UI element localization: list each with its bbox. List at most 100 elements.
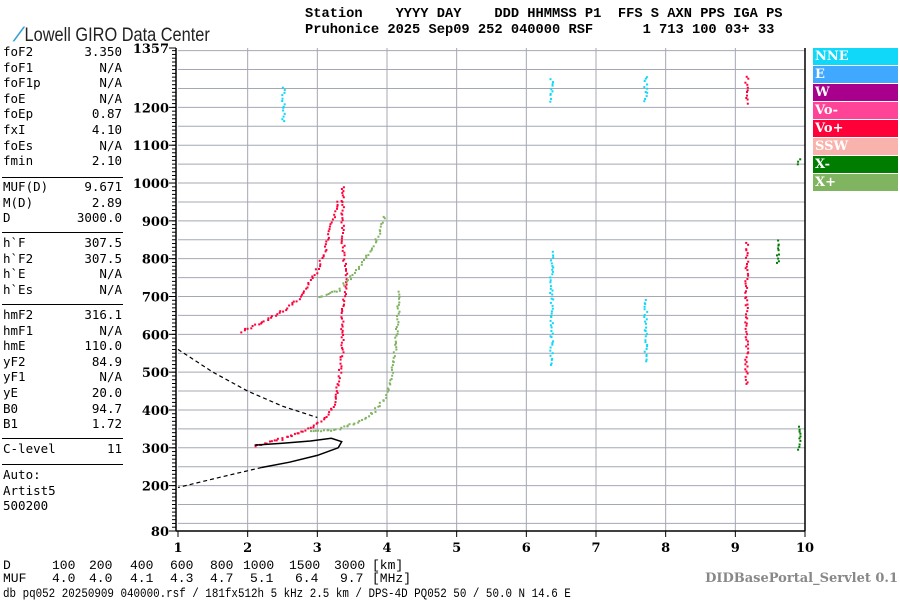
echo-mark-voplus xyxy=(745,356,748,359)
echo-mark-nne xyxy=(550,330,553,332)
param-value: N/A xyxy=(99,266,122,282)
echo-mark-xplus xyxy=(338,287,341,290)
echo-mark-voplus xyxy=(744,363,747,366)
legend-item-ssw: SSW xyxy=(813,138,898,155)
echo-mark-nne xyxy=(549,324,552,327)
echo-mark-voplus xyxy=(313,274,316,277)
echo-mark-voplus xyxy=(318,268,320,270)
echo-mark-voplus xyxy=(343,254,346,257)
echo-mark-voplus xyxy=(746,278,749,280)
echo-mark-xplus xyxy=(327,429,330,432)
param-value: 11 xyxy=(106,441,122,456)
echo-mark-xminus xyxy=(777,239,780,242)
echo-mark-xminus xyxy=(797,448,800,451)
echo-mark-xplus xyxy=(392,360,394,363)
echo-mark-voplus xyxy=(307,282,310,284)
echo-mark-xplus xyxy=(389,379,392,382)
echo-mark-nne xyxy=(551,273,554,276)
echo-mark-xplus xyxy=(375,241,377,244)
echo-mark-voplus xyxy=(254,323,257,326)
y-tick-label: 1100 xyxy=(133,139,169,154)
param-label: foF1 xyxy=(3,59,34,75)
param-row-b1: B1 1.72 xyxy=(3,416,122,432)
echo-mark-nne xyxy=(551,293,554,296)
echo-mark-xplus xyxy=(318,296,321,299)
echo-mark-xplus xyxy=(346,424,349,427)
echo-mark-xplus xyxy=(348,423,351,426)
echo-mark-xminus xyxy=(799,435,802,438)
echo-mark-voplus xyxy=(339,358,342,361)
echo-mark-voplus xyxy=(342,339,345,341)
echo-mark-voplus xyxy=(336,392,339,394)
echo-mark-nne xyxy=(643,350,646,353)
echo-mark-voplus xyxy=(342,190,345,193)
echo-mark-voplus xyxy=(340,344,343,347)
param-label: foEp xyxy=(3,106,34,122)
echo-mark-nne xyxy=(551,84,554,87)
echo-mark-nne xyxy=(645,76,648,79)
echo-mark-voplus xyxy=(302,292,305,294)
echo-mark-xplus xyxy=(391,364,394,367)
echo-mark-nne xyxy=(644,98,647,100)
echo-mark-voplus xyxy=(744,327,747,330)
echo-mark-voplus xyxy=(251,325,254,327)
param-value: N/A xyxy=(99,281,122,297)
echo-mark-voplus xyxy=(337,375,340,378)
echo-mark-voplus xyxy=(747,343,749,346)
y-tick-label: 600 xyxy=(142,328,169,343)
echo-mark-voplus xyxy=(335,390,338,393)
echo-mark-xplus xyxy=(367,254,370,257)
echo-mark-xplus xyxy=(386,387,389,390)
echo-mark-xplus xyxy=(312,430,315,433)
echo-mark-voplus xyxy=(747,243,750,246)
echo-mark-voplus xyxy=(744,375,747,378)
echo-mark-xplus xyxy=(377,235,380,238)
echo-mark-voplus xyxy=(291,301,294,304)
legend-item-xminus: X- xyxy=(813,156,898,173)
param-value: N/A xyxy=(99,322,122,338)
echo-mark-nne xyxy=(643,313,646,316)
param-row-hmf2: hmF2 316.1 xyxy=(3,307,122,323)
param-label: hmF1 xyxy=(3,322,34,338)
legend-item-nne: NNE xyxy=(813,48,898,65)
echo-mark-nne xyxy=(551,343,554,346)
echo-mark-voplus xyxy=(302,290,305,293)
echo-mark-voplus xyxy=(278,311,281,314)
echo-mark-voplus xyxy=(309,426,312,429)
logo-text: Lowell GIRO Data Center xyxy=(24,25,210,46)
echo-mark-voplus xyxy=(327,233,330,236)
echo-mark-voplus xyxy=(318,259,321,262)
echo-mark-xminus xyxy=(776,254,778,257)
echo-mark-voplus xyxy=(746,307,749,309)
echo-mark-nne xyxy=(645,326,648,329)
echo-mark-xplus xyxy=(346,279,349,282)
echo-mark-voplus xyxy=(340,188,343,190)
echo-mark-nne xyxy=(645,355,648,358)
param-row-ye: yE 20.0 xyxy=(3,385,122,401)
echo-mark-nne xyxy=(551,270,554,273)
muf-unit: [MHz] xyxy=(372,571,412,586)
echo-mark-voplus xyxy=(323,418,326,421)
echo-mark-voplus xyxy=(341,348,344,351)
echo-mark-nne xyxy=(643,308,646,311)
echo-mark-nne xyxy=(552,298,555,301)
echo-mark-xplus xyxy=(331,290,334,293)
echo-mark-xplus xyxy=(386,390,389,393)
echo-mark-voplus xyxy=(260,322,263,325)
echo-mark-voplus xyxy=(341,194,344,197)
echo-mark-voplus xyxy=(344,295,347,298)
echo-mark-voplus xyxy=(286,435,289,438)
param-label: D xyxy=(3,210,11,226)
echo-mark-voplus xyxy=(746,333,748,336)
muf-value: 6.4 xyxy=(295,571,319,586)
echo-mark-voplus xyxy=(334,396,337,398)
echo-mark-voplus xyxy=(744,358,747,361)
x-tick-label: 1 xyxy=(173,541,182,556)
echo-mark-voplus xyxy=(267,317,270,320)
echo-mark-voplus xyxy=(344,264,346,267)
echo-mark-nne xyxy=(551,357,554,360)
echo-mark-voplus xyxy=(746,83,749,86)
echo-mark-voplus xyxy=(319,265,322,268)
echo-mark-voplus xyxy=(745,324,748,327)
echo-mark-voplus xyxy=(324,250,327,253)
